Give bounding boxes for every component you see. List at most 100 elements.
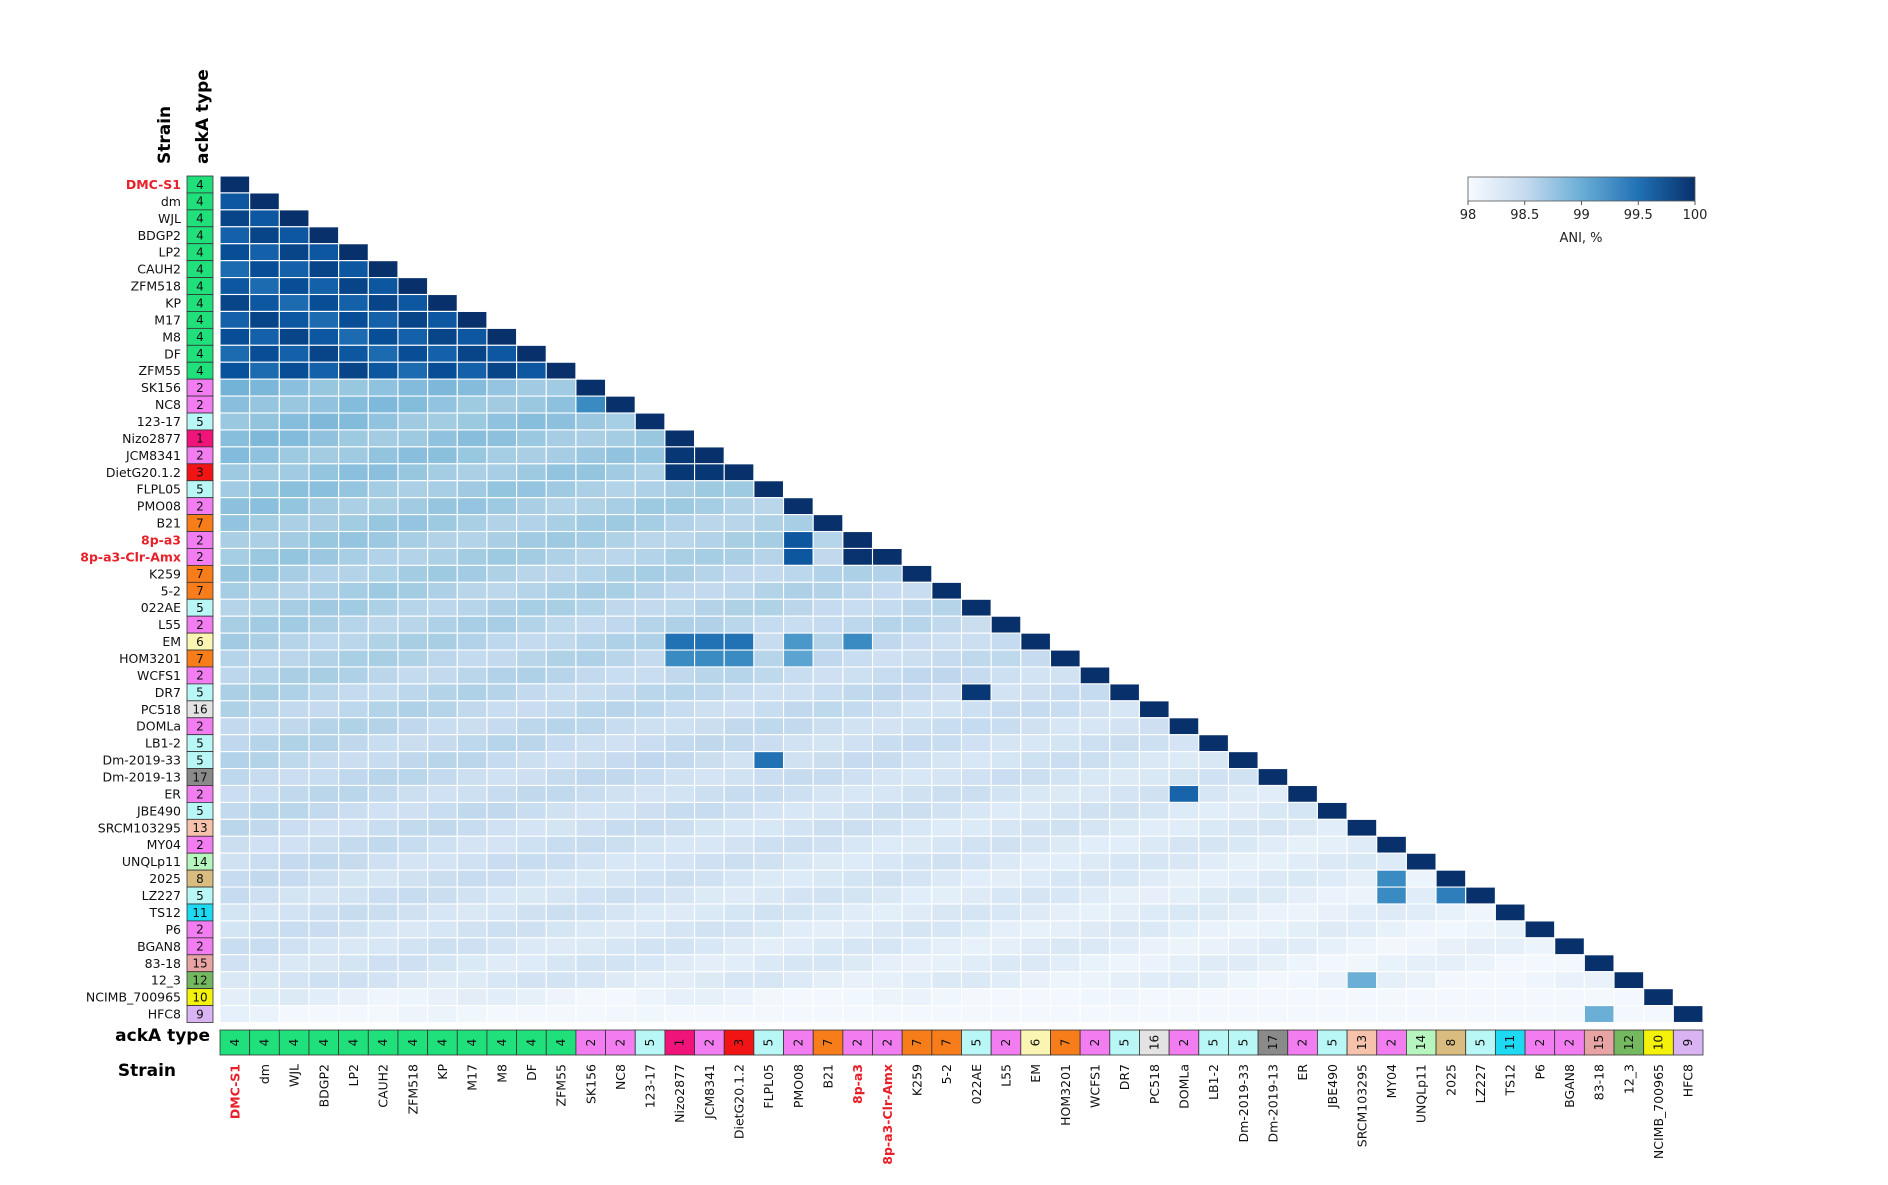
- bottom-type-label: 9: [1681, 1039, 1695, 1047]
- bottom-strain-label: WJL: [287, 1064, 302, 1087]
- heatmap-cell: [308, 717, 340, 736]
- heatmap-cell: [1138, 988, 1170, 1007]
- heatmap-cell: [1227, 784, 1259, 803]
- heatmap-cell: [842, 1005, 874, 1024]
- heatmap-cell: [249, 784, 280, 803]
- heatmap-cell: [545, 564, 577, 583]
- heatmap-cell: [367, 293, 399, 312]
- heatmap-cell: [990, 971, 1022, 990]
- heatmap-cell: [990, 751, 1022, 770]
- heatmap-cell: [278, 971, 310, 990]
- heatmap-cell: [1049, 801, 1081, 820]
- heatmap-cell: [516, 429, 547, 448]
- heatmap-cell: [249, 700, 280, 719]
- row-strain-label: LP2: [159, 245, 181, 260]
- heatmap-cell: [278, 446, 310, 465]
- heatmap-cell: [753, 886, 785, 905]
- heatmap-cell: [219, 564, 251, 583]
- heatmap-cell: [1524, 971, 1556, 990]
- heatmap-cell: [1020, 954, 1052, 973]
- heatmap-cell: [486, 683, 518, 702]
- heatmap-cell: [1168, 886, 1200, 905]
- heatmap-cell: [278, 497, 310, 516]
- row-strain-label: 8p-a3: [141, 533, 181, 548]
- bottom-type-label: 15: [1592, 1035, 1606, 1050]
- bottom-type-label: 6: [1029, 1039, 1043, 1047]
- heatmap-cell: [338, 784, 369, 803]
- heatmap-cell: [842, 700, 874, 719]
- heatmap-cell: [338, 547, 369, 566]
- bottom-strain-label: LP2: [346, 1064, 361, 1086]
- heatmap-cell: [901, 852, 933, 871]
- heatmap-cell: [1227, 767, 1259, 787]
- heatmap-cell: [1168, 784, 1200, 803]
- heatmap-cell: [486, 446, 518, 465]
- heatmap-cell: [605, 1005, 636, 1024]
- heatmap-cell: [664, 446, 696, 465]
- bottom-strain-label: NCIMB_700965: [1651, 1064, 1666, 1159]
- heatmap-cell: [723, 632, 755, 651]
- heatmap-cell: [1257, 903, 1289, 922]
- heatmap-cell: [456, 937, 488, 956]
- heatmap-cell: [753, 903, 785, 922]
- heatmap-cell: [694, 530, 725, 550]
- heatmap-cell: [931, 954, 963, 973]
- bottom-type-box: [486, 1029, 518, 1056]
- heatmap-cell: [812, 903, 844, 922]
- heatmap-cell: [249, 751, 280, 770]
- heatmap-cell: [871, 717, 903, 736]
- heatmap-cell: [545, 717, 577, 736]
- heatmap-cell: [278, 700, 310, 719]
- heatmap-cell: [1138, 801, 1170, 820]
- bottom-type-label: 4: [287, 1039, 301, 1047]
- heatmap-cell: [782, 734, 814, 753]
- heatmap-cell: [367, 581, 399, 600]
- heatmap-cell: [516, 988, 547, 1007]
- heatmap-cell: [1049, 954, 1081, 973]
- heatmap-cell: [219, 344, 251, 363]
- heatmap-cell: [901, 717, 933, 736]
- row-type-label: 7: [196, 567, 204, 581]
- heatmap-cell: [278, 717, 310, 736]
- heatmap-cell: [219, 429, 251, 448]
- bottom-strain-label: dm: [257, 1064, 272, 1084]
- heatmap-cell: [249, 446, 280, 465]
- heatmap-cell: [486, 717, 518, 736]
- heatmap-cell: [486, 886, 518, 905]
- heatmap-cell: [1494, 988, 1526, 1007]
- heatmap-cell: [249, 683, 280, 702]
- heatmap-cell: [486, 530, 518, 550]
- heatmap-cell: [723, 514, 755, 533]
- heatmap-cell: [1346, 869, 1378, 888]
- heatmap-cell: [1168, 971, 1200, 990]
- heatmap-cell: [1138, 920, 1170, 939]
- heatmap-cell: [1287, 886, 1318, 905]
- heatmap-cell: [812, 1005, 844, 1024]
- heatmap-cell: [694, 700, 725, 719]
- heatmap-cell: [486, 784, 518, 803]
- heatmap-cell: [931, 767, 963, 787]
- heatmap-cell: [901, 734, 933, 753]
- heatmap-cell: [1287, 954, 1318, 973]
- heatmap-cell: [1168, 767, 1200, 787]
- heatmap-cell: [219, 632, 251, 651]
- heatmap-cell: [249, 547, 280, 566]
- row-type-label: 4: [196, 178, 204, 192]
- heatmap-cell: [605, 581, 636, 600]
- heatmap-cell: [486, 971, 518, 990]
- heatmap-cell: [219, 954, 251, 973]
- heatmap-cell: [1346, 903, 1378, 922]
- heatmap-cell: [338, 903, 369, 922]
- bottom-type-label: 14: [1414, 1035, 1428, 1050]
- heatmap-cell: [308, 581, 340, 600]
- heatmap-cell: [812, 835, 844, 854]
- heatmap-cell: [901, 649, 933, 668]
- heatmap-cell: [427, 446, 458, 465]
- heatmap-cell: [871, 835, 903, 854]
- heatmap-cell: [278, 361, 310, 380]
- heatmap-cell: [1049, 767, 1081, 787]
- heatmap-cell: [1465, 988, 1496, 1007]
- heatmap-cell: [694, 734, 725, 753]
- heatmap-cell: [308, 852, 340, 871]
- heatmap-cell: [1405, 971, 1437, 990]
